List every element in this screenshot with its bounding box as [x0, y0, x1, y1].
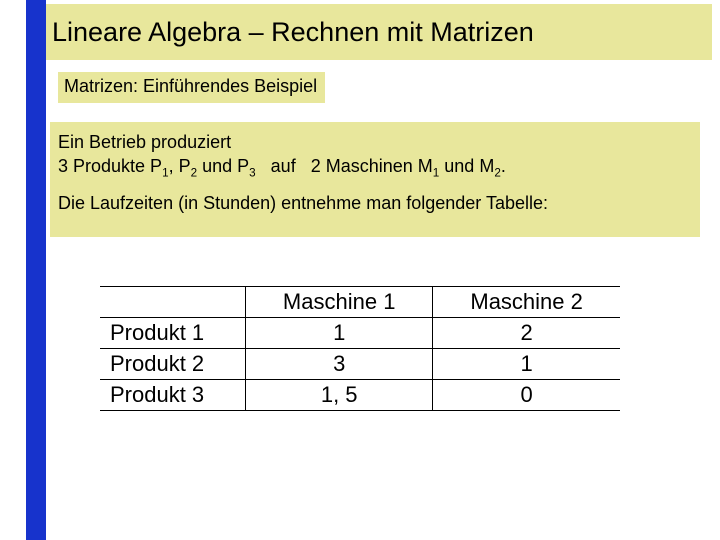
body-frag: . [501, 156, 506, 176]
body-line-2: Die Laufzeiten (in Stunden) entnehme man… [58, 191, 690, 215]
table-cell: Produkt 3 [100, 380, 246, 411]
table-cell: 1 [433, 349, 620, 380]
runtime-table: Maschine 1 Maschine 2 Produkt 1 1 2 Prod… [100, 286, 620, 411]
body-frag: Ein Betrieb produziert [58, 132, 231, 152]
table-row: Produkt 1 1 2 [100, 318, 620, 349]
table-cell: Produkt 1 [100, 318, 246, 349]
subtitle-text: Matrizen: Einführendes Beispiel [64, 76, 317, 96]
table-cell: 0 [433, 380, 620, 411]
runtime-table-wrap: Maschine 1 Maschine 2 Produkt 1 1 2 Prod… [100, 286, 620, 411]
table-cell: 1, 5 [246, 380, 433, 411]
body-frag: und P [197, 156, 249, 176]
body-box: Ein Betrieb produziert 3 Produkte P1, P2… [50, 122, 700, 237]
table-cell: 3 [246, 349, 433, 380]
table-cell: Produkt 2 [100, 349, 246, 380]
body-line-1: Ein Betrieb produziert 3 Produkte P1, P2… [58, 130, 690, 179]
table-row: Produkt 2 3 1 [100, 349, 620, 380]
table-row: Produkt 3 1, 5 0 [100, 380, 620, 411]
table-cell: 1 [246, 318, 433, 349]
table-header-row: Maschine 1 Maschine 2 [100, 287, 620, 318]
body-frag: und M [439, 156, 494, 176]
accent-bar [26, 0, 46, 540]
table-header-cell: Maschine 1 [246, 287, 433, 318]
slide: Lineare Algebra – Rechnen mit Matrizen M… [0, 0, 720, 540]
table-header-cell: Maschine 2 [433, 287, 620, 318]
body-frag: auf [256, 156, 311, 176]
body-frag: 2 Maschinen M [311, 156, 433, 176]
table-header-cell [100, 287, 246, 318]
body-frag: , P [169, 156, 191, 176]
subtitle-box: Matrizen: Einführendes Beispiel [58, 72, 325, 103]
table-cell: 2 [433, 318, 620, 349]
title-band: Lineare Algebra – Rechnen mit Matrizen [46, 4, 712, 60]
page-title: Lineare Algebra – Rechnen mit Matrizen [52, 17, 534, 48]
body-frag: 3 Produkte P [58, 156, 162, 176]
